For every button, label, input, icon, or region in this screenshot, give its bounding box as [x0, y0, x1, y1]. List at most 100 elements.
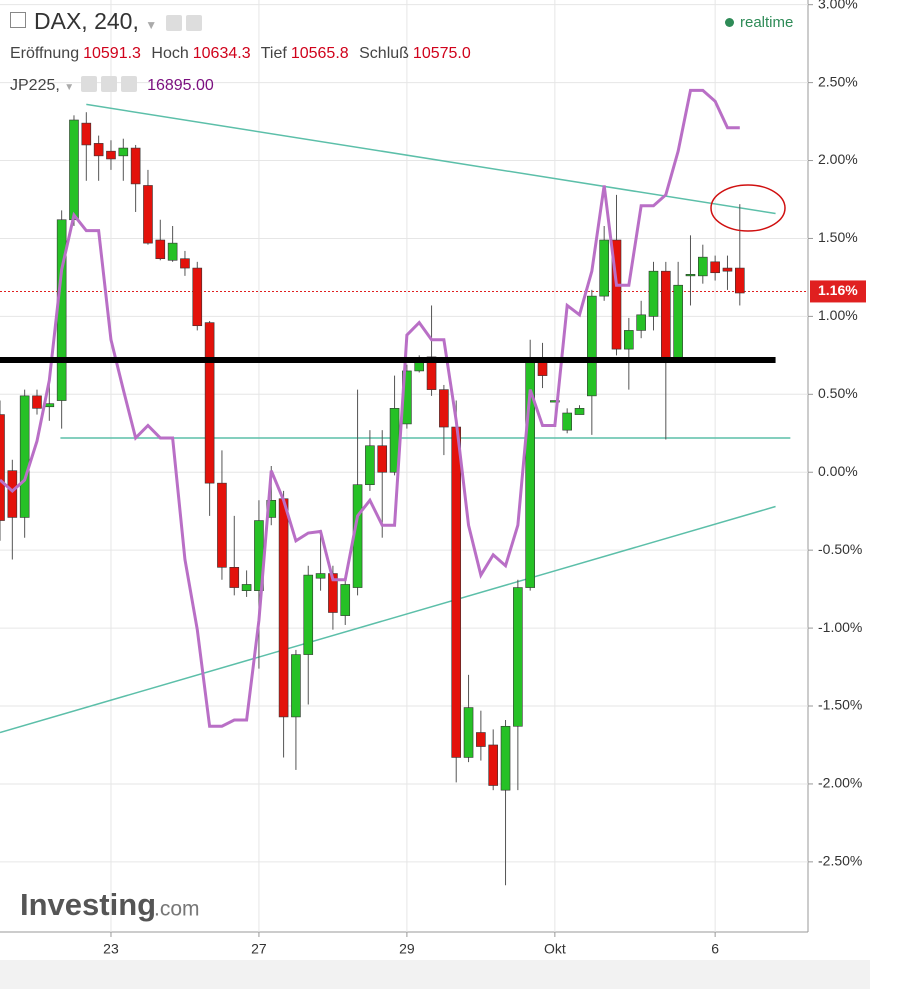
x-tick-label: 27: [251, 941, 267, 957]
x-tick-label: Okt: [544, 941, 566, 957]
footer-band: [0, 960, 870, 989]
gear-icon[interactable]: [100, 76, 117, 92]
title-row: DAX, 240, ▼: [10, 8, 204, 35]
candle-body: [155, 239, 166, 260]
settings-icon[interactable]: [165, 15, 182, 31]
trendline: [86, 103, 776, 215]
y-tick-label: 0.00%: [818, 463, 858, 479]
candle-body: [229, 567, 240, 588]
candle-body: [167, 242, 178, 261]
y-tick-label: -0.50%: [818, 541, 862, 557]
trendline: [0, 505, 776, 734]
candle-body: [439, 389, 449, 428]
candle-body: [698, 256, 708, 277]
candle-body: [328, 573, 338, 613]
candle-body: [476, 732, 486, 747]
candle-body: [648, 270, 659, 317]
low-label: Tief: [260, 45, 287, 62]
y-tick-label: -1.50%: [818, 697, 862, 713]
dropdown[interactable]: ▼: [145, 18, 158, 32]
candle-body: [513, 587, 523, 727]
candle-body: [93, 143, 104, 157]
candle-body: [574, 408, 585, 415]
x-tick-label: 6: [711, 941, 719, 957]
y-tick-label: -1.00%: [818, 619, 862, 635]
y-tick-label: 2.50%: [818, 73, 858, 89]
open-label: Eröffnung: [10, 45, 80, 62]
candle-body: [734, 267, 745, 294]
candle-body: [587, 295, 597, 397]
candle-body: [81, 122, 92, 146]
candle-body: [340, 584, 351, 616]
candle-body: [451, 426, 462, 758]
candle-body: [19, 395, 30, 518]
candle-body: [377, 445, 388, 473]
last-price-tag: [810, 280, 866, 303]
highlight-ellipse: [710, 184, 786, 232]
candle-body: [44, 403, 55, 408]
x-tick-label: 29: [399, 941, 415, 957]
close-label: Schluß: [359, 45, 409, 62]
compare-row: JP225, ▼ 16895.00: [10, 76, 214, 95]
candle-body: [130, 147, 141, 185]
candle-body: [7, 470, 18, 518]
open-value: 10591.3: [83, 45, 141, 62]
y-tick-label: 2.00%: [818, 151, 858, 167]
candle-body: [315, 573, 326, 579]
candle-body: [673, 284, 683, 359]
symbol: DAX, 240,: [34, 8, 139, 34]
candle-body: [180, 258, 190, 269]
candle-body: [241, 584, 252, 591]
candle-body: [550, 400, 560, 403]
candle-body: [106, 150, 116, 160]
gear-icon[interactable]: [185, 15, 202, 31]
candle-body: [217, 482, 227, 568]
last-price-label: 1.16%: [818, 282, 858, 298]
status-text: realtime: [740, 14, 794, 31]
compare-line: [0, 88, 740, 728]
status: realtime: [725, 14, 793, 31]
y-tick-label: 0.50%: [818, 385, 858, 401]
y-tick-label: -2.00%: [818, 775, 862, 791]
candle-body: [463, 707, 474, 758]
close-value: 10575.0: [412, 45, 471, 62]
candle-body: [204, 322, 215, 484]
candle-body: [611, 239, 622, 350]
status-dot: [725, 18, 734, 27]
candle-body: [143, 185, 153, 244]
candle-body: [500, 725, 511, 791]
candle-body: [118, 147, 129, 157]
candle-body: [661, 270, 671, 359]
candle-body: [0, 414, 5, 521]
candle-body: [69, 119, 79, 221]
y-tick-label: 3.00%: [818, 0, 858, 11]
candle-body: [710, 261, 720, 274]
dropdown[interactable]: ▼: [64, 82, 75, 93]
close-icon[interactable]: [120, 76, 137, 92]
candle-body: [562, 412, 572, 431]
candle-body: [722, 267, 733, 272]
ohlc-row: Eröffnung 10591.3 Hoch 10634.3 Tief 10565.8…: [10, 45, 477, 63]
settings-icon[interactable]: [80, 76, 97, 92]
candle-body: [488, 744, 499, 786]
candle-body: [32, 395, 42, 409]
candle-body: [624, 330, 634, 350]
compare-name: JP225,: [10, 77, 60, 94]
compare-value: 16895.00: [147, 77, 214, 94]
x-tick-label: 23: [103, 941, 119, 957]
candle-body: [365, 445, 375, 486]
high-label: Hoch: [151, 45, 189, 62]
y-tick-label: -2.50%: [818, 853, 862, 869]
candle-body: [278, 498, 289, 718]
candle-body: [426, 356, 437, 390]
candle-body: [636, 314, 646, 331]
candle-body: [599, 239, 609, 297]
y-tick-label: 1.00%: [818, 307, 858, 323]
candle-body: [291, 654, 301, 718]
collapse-icon[interactable]: [10, 12, 26, 28]
brand-name: Investing: [20, 887, 156, 922]
low-value: 10565.8: [290, 45, 349, 62]
candle-body: [192, 267, 203, 327]
